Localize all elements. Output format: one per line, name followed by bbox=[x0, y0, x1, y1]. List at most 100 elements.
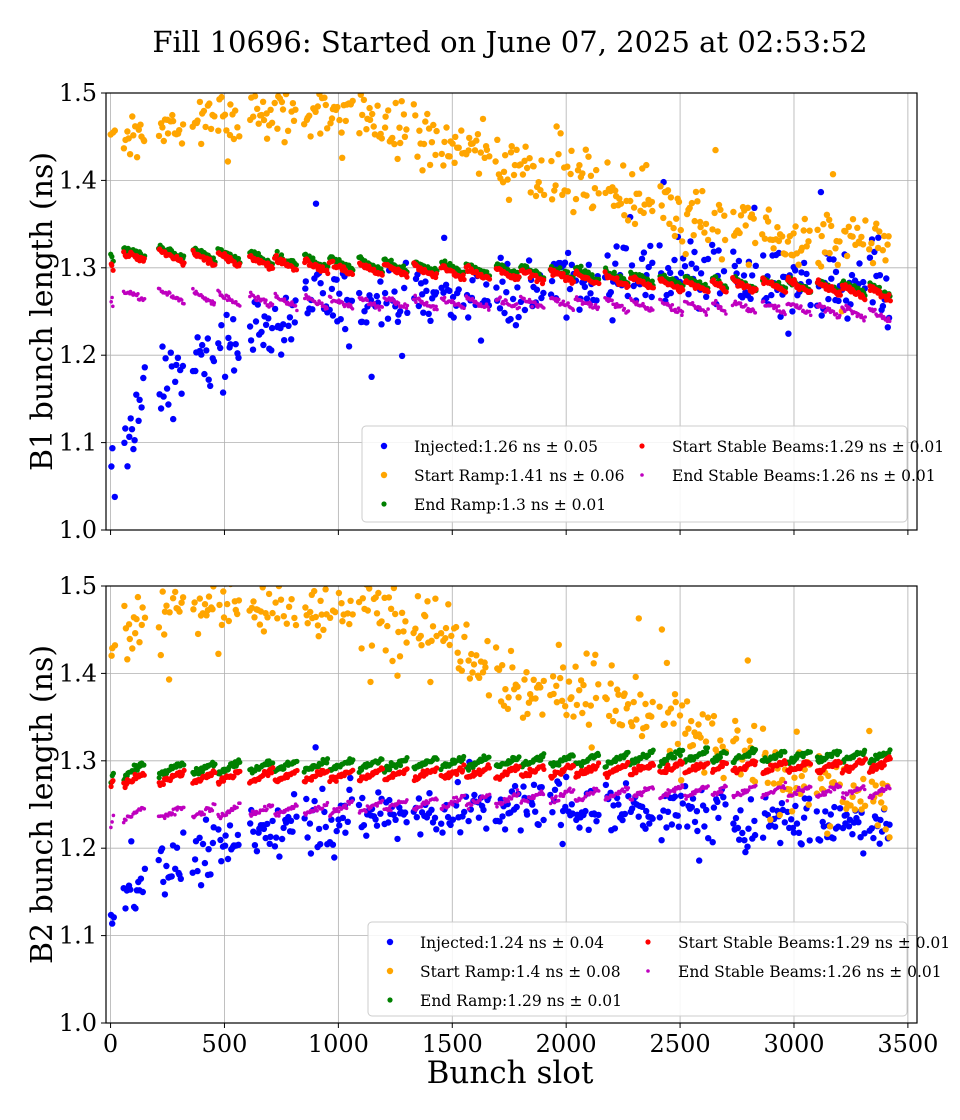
data-point bbox=[466, 134, 473, 142]
data-point bbox=[169, 111, 176, 119]
data-point bbox=[625, 749, 631, 755]
data-point bbox=[785, 330, 792, 337]
y-tick-label: 1.2 bbox=[59, 341, 97, 369]
data-point bbox=[189, 869, 196, 876]
data-point bbox=[709, 720, 716, 727]
data-point bbox=[884, 241, 891, 248]
data-point bbox=[611, 825, 619, 832]
data-point bbox=[783, 760, 789, 767]
data-point bbox=[394, 155, 401, 163]
data-point bbox=[665, 264, 672, 272]
data-point bbox=[704, 714, 712, 721]
data-point bbox=[495, 805, 499, 809]
data-point bbox=[111, 127, 119, 134]
data-point bbox=[661, 720, 668, 728]
data-point bbox=[849, 216, 857, 223]
data-point bbox=[477, 149, 484, 156]
data-point bbox=[170, 811, 174, 815]
data-point bbox=[822, 808, 829, 815]
data-point bbox=[181, 253, 187, 259]
data-point bbox=[178, 140, 186, 147]
data-point bbox=[614, 275, 620, 281]
data-point bbox=[694, 827, 701, 835]
data-point bbox=[375, 789, 382, 796]
data-point bbox=[460, 272, 466, 278]
data-point bbox=[235, 805, 239, 810]
data-point bbox=[562, 803, 569, 811]
data-point bbox=[479, 669, 487, 676]
data-point bbox=[129, 645, 136, 652]
data-point bbox=[461, 633, 468, 641]
data-point bbox=[203, 347, 210, 354]
data-point bbox=[503, 289, 510, 296]
data-point bbox=[649, 815, 656, 822]
data-point bbox=[368, 642, 376, 649]
data-point bbox=[387, 605, 395, 612]
data-point bbox=[275, 586, 283, 590]
data-point bbox=[783, 312, 787, 317]
data-point bbox=[282, 819, 290, 826]
data-point bbox=[230, 577, 236, 583]
data-point bbox=[401, 284, 408, 292]
data-point bbox=[380, 305, 385, 309]
data-point bbox=[504, 260, 511, 268]
data-point bbox=[635, 190, 643, 197]
data-point bbox=[267, 106, 274, 114]
data-point bbox=[585, 721, 593, 728]
data-point bbox=[474, 131, 482, 138]
data-point bbox=[651, 308, 655, 312]
data-point bbox=[270, 760, 276, 766]
data-point bbox=[292, 297, 299, 304]
data-point bbox=[526, 268, 533, 274]
data-point bbox=[674, 283, 681, 289]
data-point bbox=[293, 262, 299, 268]
data-point bbox=[704, 745, 711, 751]
data-point bbox=[635, 615, 642, 622]
data-point bbox=[571, 788, 576, 792]
data-point bbox=[858, 233, 865, 241]
data-point bbox=[734, 824, 742, 832]
data-point bbox=[339, 618, 346, 625]
data-point bbox=[287, 817, 295, 824]
data-point bbox=[260, 341, 267, 349]
data-point bbox=[735, 257, 743, 265]
data-point bbox=[368, 373, 375, 380]
data-point bbox=[281, 139, 288, 146]
data-point bbox=[332, 608, 339, 616]
data-point bbox=[325, 800, 330, 805]
data-point bbox=[508, 143, 515, 150]
data-point bbox=[426, 161, 434, 169]
data-point bbox=[191, 856, 199, 863]
data-point bbox=[403, 819, 410, 826]
data-point bbox=[132, 630, 139, 637]
data-point bbox=[596, 280, 602, 287]
data-point bbox=[410, 101, 417, 108]
data-point bbox=[155, 132, 163, 140]
data-point bbox=[737, 807, 744, 814]
data-point bbox=[593, 166, 600, 174]
data-point bbox=[232, 107, 239, 114]
data-point bbox=[714, 298, 718, 303]
data-point bbox=[595, 681, 602, 688]
data-point bbox=[375, 804, 380, 808]
data-point bbox=[609, 317, 616, 324]
data-point bbox=[236, 261, 242, 267]
data-point bbox=[770, 780, 777, 787]
data-point bbox=[475, 814, 483, 821]
data-point bbox=[350, 799, 355, 803]
data-point bbox=[781, 819, 788, 826]
data-point bbox=[837, 292, 844, 298]
data-point bbox=[702, 281, 708, 287]
data-point bbox=[709, 226, 716, 233]
data-point bbox=[532, 695, 539, 702]
data-point bbox=[622, 790, 627, 794]
data-point bbox=[593, 297, 600, 304]
data-point bbox=[843, 811, 850, 818]
data-point bbox=[395, 628, 402, 636]
data-point bbox=[389, 808, 393, 813]
data-point bbox=[179, 121, 187, 128]
data-point bbox=[360, 822, 368, 829]
data-point bbox=[828, 222, 835, 230]
data-point bbox=[500, 802, 505, 806]
data-point bbox=[510, 171, 518, 179]
